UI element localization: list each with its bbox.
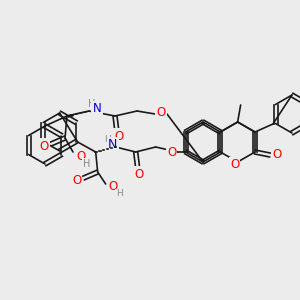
Text: O: O [230, 158, 239, 172]
Text: H: H [104, 136, 111, 145]
Text: O: O [72, 173, 81, 187]
Text: O: O [156, 106, 166, 119]
Text: N: N [108, 139, 117, 152]
Text: O: O [39, 140, 49, 152]
Text: O: O [272, 148, 282, 161]
Text: H: H [116, 190, 123, 199]
Text: O: O [76, 151, 85, 164]
Text: O: O [167, 146, 176, 158]
Text: O: O [114, 130, 124, 142]
Text: O: O [108, 181, 117, 194]
Text: H: H [88, 99, 96, 109]
Text: O: O [134, 167, 143, 181]
Text: H: H [83, 159, 91, 169]
Text: N: N [93, 103, 101, 116]
Text: O: O [114, 130, 124, 143]
